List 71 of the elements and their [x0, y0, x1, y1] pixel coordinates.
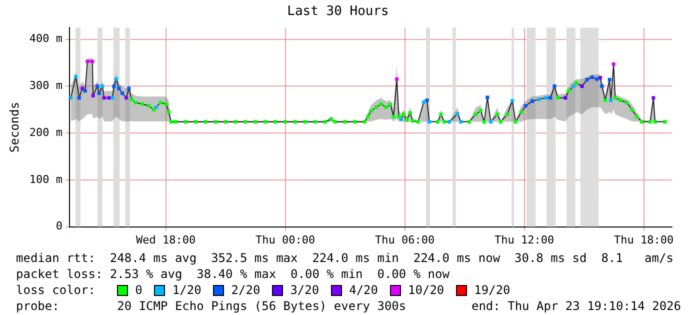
- point: [114, 77, 118, 81]
- point: [120, 91, 124, 95]
- text: end: Thu Apr 23 19:10:14 2026: [471, 298, 681, 314]
- point: [612, 62, 616, 66]
- point: [595, 77, 599, 81]
- point: [428, 120, 432, 124]
- y-axis-title: Seconds: [7, 102, 22, 152]
- point: [110, 96, 114, 100]
- point: [91, 94, 95, 98]
- point: [580, 84, 584, 88]
- point: [124, 96, 128, 100]
- point: [127, 86, 131, 90]
- legend-label: 1/20: [172, 282, 202, 298]
- point: [74, 75, 78, 79]
- x-tick-label: Thu 12:00: [494, 233, 554, 246]
- x-tick-label: Thu 18:00: [614, 233, 674, 246]
- point: [422, 100, 426, 104]
- point: [447, 120, 452, 124]
- point: [572, 84, 576, 88]
- point: [425, 98, 429, 102]
- y-tick-label: 0: [56, 220, 63, 233]
- text: median rtt: 248.4 ms avg 352.5 ms max 224.0 ms min 224.0 ms now 30.8 ms sd 8.1 am/s: [16, 250, 674, 266]
- text: packet loss: 2.53 % avg 38.40 % max 0.00 % min 0.00 % now: [16, 266, 450, 282]
- point: [112, 84, 116, 88]
- legend-label: 10/20: [408, 282, 444, 298]
- point: [102, 96, 106, 100]
- point: [459, 120, 463, 124]
- point: [608, 78, 612, 82]
- point: [652, 96, 656, 100]
- legend-label: 4/20: [349, 282, 378, 298]
- point: [456, 112, 460, 116]
- point: [609, 98, 613, 102]
- point: [107, 96, 111, 100]
- x-tick-label: Thu 06:00: [374, 233, 435, 246]
- point: [90, 60, 94, 64]
- point: [598, 76, 602, 80]
- y-tick-label: 200 m: [29, 126, 63, 139]
- point: [530, 99, 534, 103]
- point: [564, 96, 568, 100]
- point: [80, 86, 84, 90]
- text: probe: 20 ICMP Echo Pings (56 Bytes) every 300s: [16, 298, 406, 314]
- point: [585, 78, 589, 82]
- point: [77, 96, 81, 100]
- point: [552, 84, 556, 88]
- chart-title: Last 30 Hours: [287, 4, 389, 20]
- point: [117, 86, 121, 90]
- point: [488, 120, 493, 124]
- point: [96, 84, 100, 88]
- point: [83, 89, 87, 93]
- point: [100, 84, 104, 88]
- legend-label: 2/20: [231, 282, 260, 298]
- legend-label: 3/20: [290, 282, 320, 298]
- y-tick-label: 300 m: [29, 79, 63, 92]
- legend-label: 0: [135, 282, 142, 298]
- point: [590, 76, 594, 80]
- point: [548, 96, 552, 100]
- legend-label: 19/20: [474, 282, 510, 298]
- point: [86, 60, 90, 64]
- legend-title: loss color:: [16, 282, 96, 298]
- y-tick-label: 100 m: [29, 172, 63, 186]
- x-tick-label: Wed 18:00: [136, 233, 196, 246]
- point: [544, 96, 548, 100]
- y-tick-label: 400 m: [29, 32, 63, 46]
- point: [510, 98, 514, 102]
- point: [395, 77, 399, 81]
- point: [486, 96, 490, 100]
- point: [537, 98, 541, 102]
- point: [97, 91, 101, 95]
- point: [600, 84, 604, 88]
- x-tick-label: Thu 00:00: [255, 233, 316, 246]
- point: [524, 104, 528, 108]
